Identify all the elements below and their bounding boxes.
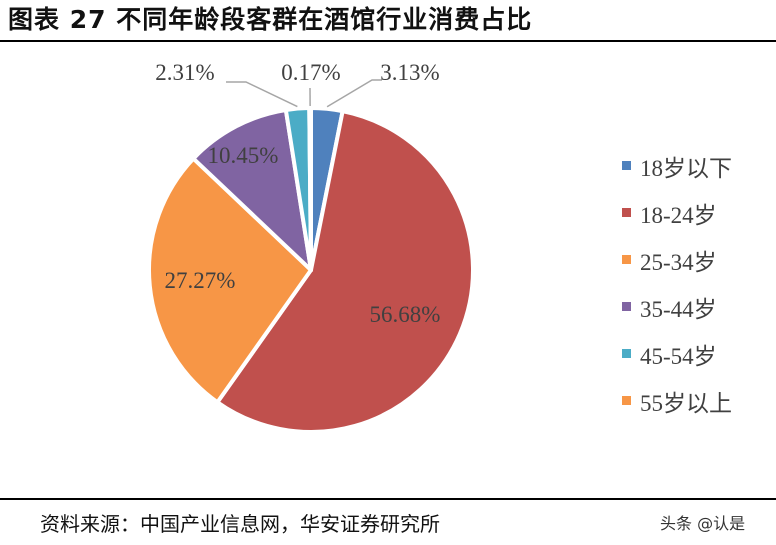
legend-swatch xyxy=(622,255,631,264)
legend-item-25-34: 25-34岁 xyxy=(622,236,732,283)
chart-legend: 18岁以下 18-24岁 25-34岁 35-44岁 45-54岁 55岁以上 xyxy=(622,142,732,424)
legend-swatch xyxy=(622,161,631,170)
leader-line-under-18 xyxy=(326,79,382,108)
legend-item-55-plus: 55岁以上 xyxy=(622,377,732,424)
legend-swatch xyxy=(622,396,631,405)
pie-slice-18-24 xyxy=(215,109,475,434)
legend-swatch xyxy=(622,349,631,358)
data-label-18-24: 56.68% xyxy=(370,302,441,327)
pie-slice-55-plus xyxy=(307,105,313,272)
pie-slice-25-34 xyxy=(147,156,313,405)
legend-label: 18岁以下 xyxy=(640,155,732,181)
bottom-divider xyxy=(0,498,776,500)
figure-title: 图表 27 不同年龄段客群在酒馆行业消费占比 xyxy=(8,5,533,34)
legend-swatch xyxy=(622,208,631,217)
data-label-35-44: 10.45% xyxy=(208,143,279,168)
top-divider xyxy=(0,40,776,42)
pie-chart: 56.68% 27.27% 10.45% 3.13% 0.17% 2.31% xyxy=(0,42,776,498)
legend-label: 18-24岁 xyxy=(640,202,717,228)
pie-chart-svg: 56.68% 27.27% 10.45% 3.13% 0.17% 2.31% xyxy=(147,60,475,434)
watermark: 头条 @认是 xyxy=(660,514,746,533)
data-label-25-34: 27.27% xyxy=(165,268,236,293)
leader-line-45-54 xyxy=(226,81,298,108)
legend-label: 55岁以上 xyxy=(640,390,732,416)
source-note: 资料来源：中国产业信息网，华安证券研究所 xyxy=(40,512,440,536)
legend-label: 45-54岁 xyxy=(640,343,717,369)
legend-item-35-44: 35-44岁 xyxy=(622,283,732,330)
legend-label: 25-34岁 xyxy=(640,249,717,275)
data-label-under-18: 3.13% xyxy=(380,60,439,85)
legend-item-45-54: 45-54岁 xyxy=(622,330,732,377)
data-label-45-54: 2.31% xyxy=(155,60,214,85)
legend-item-under-18: 18岁以下 xyxy=(622,142,732,189)
legend-label: 35-44岁 xyxy=(640,296,717,322)
legend-swatch xyxy=(622,302,631,311)
pie-slice-35-44 xyxy=(191,107,313,272)
legend-item-18-24: 18-24岁 xyxy=(622,189,732,236)
data-label-55-plus: 0.17% xyxy=(281,60,340,85)
